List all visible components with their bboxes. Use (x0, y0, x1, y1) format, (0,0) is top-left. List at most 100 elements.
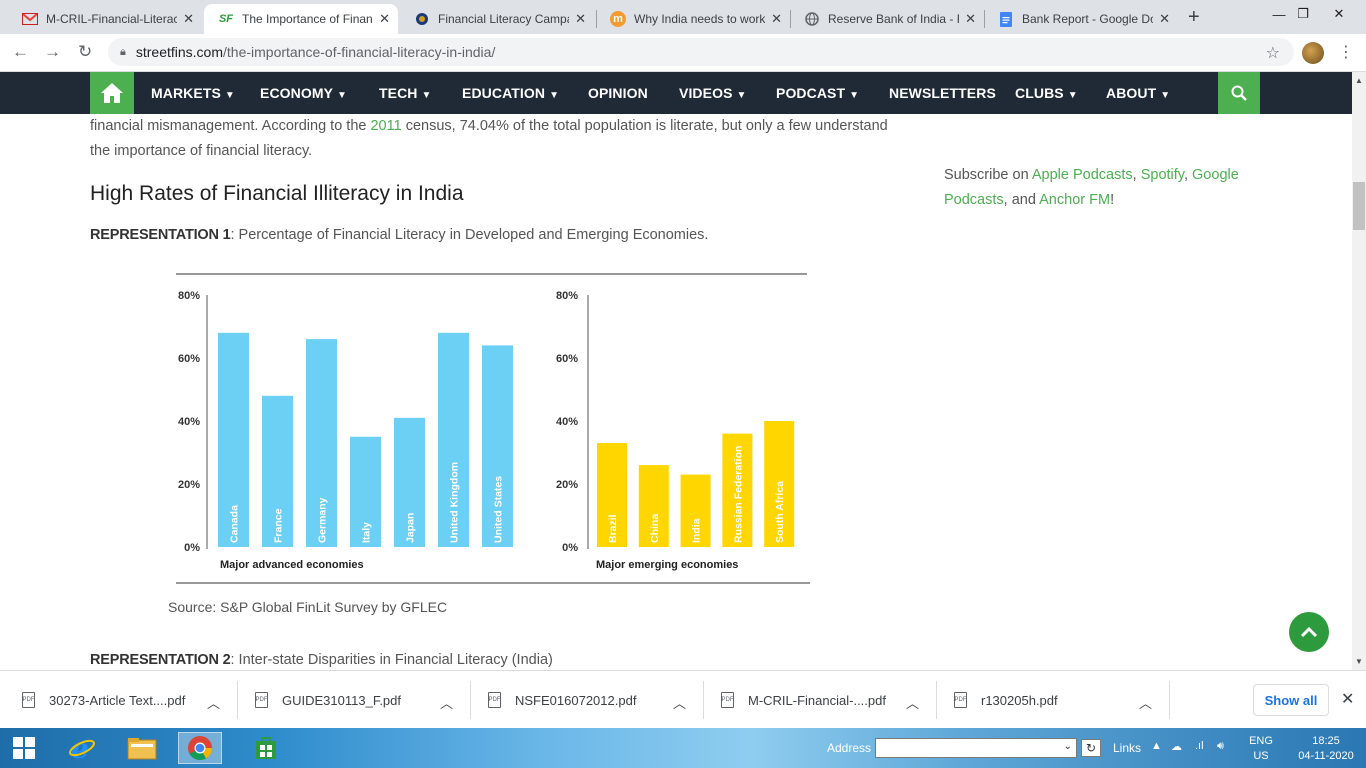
apple-podcasts-link[interactable]: Apple Podcasts (1031, 167, 1133, 183)
bar (764, 421, 795, 547)
internet-explorer-icon: e (69, 734, 95, 762)
tab-rbi[interactable]: Reserve Bank of India - F ✕ (790, 4, 984, 34)
close-icon[interactable]: ✕ (183, 11, 194, 26)
close-icon[interactable]: ✕ (379, 11, 390, 26)
chevron-up-icon[interactable]: ︿ (906, 696, 920, 711)
refresh-icon[interactable]: ↻ (1081, 739, 1101, 757)
chevron-up-icon[interactable]: ︿ (207, 696, 221, 711)
page-scrollbar[interactable] (1352, 72, 1366, 670)
pdf-file-icon: PDF (255, 692, 268, 708)
home-button[interactable] (90, 72, 134, 114)
site-navigation: MARKETS ▼ ECONOMY ▼ TECH ▼ EDUCATION ▼ OPINI… (0, 72, 1352, 114)
nav-item-clubs[interactable]: CLUBS ▼ (1015, 85, 1078, 101)
restore-icon[interactable]: ❐ (1297, 6, 1309, 21)
tab-title: Bank Report - Google Do (1022, 12, 1154, 26)
tab-financial-literacy-campaign[interactable]: Financial Literacy Campa ✕ (400, 4, 594, 34)
x-axis-label: Major advanced economies (220, 559, 364, 571)
bar (438, 332, 469, 547)
pdf-file-icon: PDF (488, 692, 501, 708)
tab-why-india[interactable]: m Why India needs to work ✕ (596, 4, 790, 34)
back-icon[interactable]: ← (12, 42, 29, 61)
download-item[interactable]: PDF 30273-Article Text....pdf (22, 692, 186, 708)
chevron-up-icon[interactable]: ︿ (440, 696, 454, 711)
scroll-down-arrow-icon[interactable]: ▼ (1355, 657, 1363, 666)
show-all-downloads-button[interactable]: Show all (1253, 684, 1329, 716)
site-search-button[interactable] (1218, 72, 1260, 114)
census-2011-link[interactable]: 2011 (370, 118, 402, 134)
spotify-link[interactable]: Spotify (1140, 167, 1184, 183)
download-item[interactable]: PDF r130205h.pdf (954, 692, 1058, 708)
nav-item-about[interactable]: ABOUT ▼ (1106, 85, 1171, 101)
tray-expand-icon[interactable]: ▲ (1151, 740, 1162, 752)
x-axis-label: Major emerging economies (596, 559, 738, 571)
anchor-fm-link[interactable]: Anchor FM (1039, 192, 1111, 208)
file-explorer-button[interactable] (120, 732, 164, 764)
forward-icon[interactable]: → (44, 42, 61, 61)
nav-item-newsletters[interactable]: NEWSLETTERS (889, 85, 996, 101)
y-tick-label: 40% (178, 416, 200, 428)
close-icon[interactable]: ✕ (575, 11, 586, 26)
start-button[interactable] (2, 732, 46, 764)
docs-icon (998, 11, 1014, 27)
y-tick-label: 60% (178, 353, 200, 365)
bar-category-label: Canada (229, 505, 241, 543)
download-item[interactable]: PDF NSFE016072012.pdf (488, 692, 637, 708)
minimize-icon[interactable]: — (1272, 6, 1286, 22)
bar (638, 465, 669, 547)
store-button[interactable] (244, 732, 288, 764)
scroll-up-arrow-icon[interactable]: ▲ (1355, 76, 1363, 85)
address-bar[interactable]: 🔒︎ streetfins.com/the-importance-of-fina… (108, 38, 1294, 66)
tab-title: Why India needs to work (634, 12, 766, 26)
chevron-down-icon: ▼ (849, 90, 860, 101)
google-podcasts-link[interactable]: Google Podcasts (944, 167, 1239, 208)
chrome-button[interactable] (178, 732, 222, 764)
scroll-to-top-button[interactable] (1289, 612, 1329, 652)
menu-kebab-icon[interactable]: ⋮ (1338, 44, 1354, 61)
close-icon[interactable]: ✕ (1159, 11, 1170, 26)
lock-icon: 🔒︎ (120, 45, 126, 58)
bookmark-star-icon[interactable]: ☆ (1265, 45, 1280, 62)
nav-item-podcast[interactable]: PODCAST ▼ (776, 85, 860, 101)
chevron-up-icon[interactable]: ︿ (1139, 696, 1153, 711)
nav-item-education[interactable]: EDUCATION ▼ (462, 85, 560, 101)
close-downloads-icon[interactable]: ✕ (1341, 691, 1355, 708)
window-close-icon[interactable]: ✕ (1333, 6, 1345, 21)
nav-item-opinion[interactable]: OPINION (588, 85, 648, 101)
new-tab-button[interactable]: + (1188, 6, 1200, 28)
y-tick-label: 20% (556, 479, 578, 491)
tab-gmail[interactable]: M-CRIL-Financial-Literac ✕ (8, 4, 202, 34)
nav-item-economy[interactable]: ECONOMY ▼ (260, 85, 348, 101)
chevron-down-icon: ▼ (337, 90, 348, 101)
y-tick-label: 60% (556, 353, 578, 365)
downloads-bar: PDF 30273-Article Text....pdf ︿ PDF GUIDE3… (0, 670, 1366, 728)
internet-explorer-button[interactable]: e (60, 732, 104, 764)
bar-category-label: United States (493, 476, 505, 543)
tab-bank-report[interactable]: Bank Report - Google Do ✕ (984, 4, 1178, 34)
input-language-indicator[interactable]: ENG US (1249, 735, 1273, 762)
url-path: /the-importance-of-financial-literacy-in… (223, 44, 496, 60)
avatar[interactable] (1302, 42, 1324, 64)
scrollbar-thumb[interactable] (1353, 182, 1365, 230)
nav-item-tech[interactable]: TECH ▼ (379, 85, 432, 101)
reload-icon[interactable]: ↻ (78, 42, 93, 61)
close-icon[interactable]: ✕ (965, 11, 976, 26)
volume-icon[interactable]: 🔊︎ (1217, 740, 1224, 752)
article-paragraph: financial mismanagement. According to th… (90, 118, 888, 159)
bar (597, 443, 627, 547)
address-toolbar-input[interactable]: ⌄ (875, 738, 1077, 758)
nav-item-videos[interactable]: VIDEOS ▼ (679, 85, 747, 101)
tab-title: M-CRIL-Financial-Literac (46, 12, 178, 26)
system-clock[interactable]: 18:25 04-11-2020 (1298, 735, 1354, 762)
chevron-up-icon[interactable]: ︿ (673, 696, 687, 711)
y-tick-label: 80% (178, 290, 200, 302)
onedrive-icon[interactable]: ☁︎ (1171, 741, 1182, 753)
globe-icon (804, 11, 820, 27)
chevron-down-icon[interactable]: ⌄ (1063, 741, 1072, 752)
download-item[interactable]: PDF GUIDE310113_F.pdf (255, 692, 401, 708)
tab-streetfins[interactable]: SF The Importance of Finan ✕ (204, 4, 398, 34)
close-icon[interactable]: ✕ (771, 11, 782, 26)
download-item[interactable]: PDF M-CRIL-Financial-....pdf (721, 692, 886, 708)
nav-item-markets[interactable]: MARKETS ▼ (151, 85, 235, 101)
y-tick-label: 0% (184, 542, 200, 554)
network-signal-icon[interactable]: .ıl (1195, 740, 1204, 752)
